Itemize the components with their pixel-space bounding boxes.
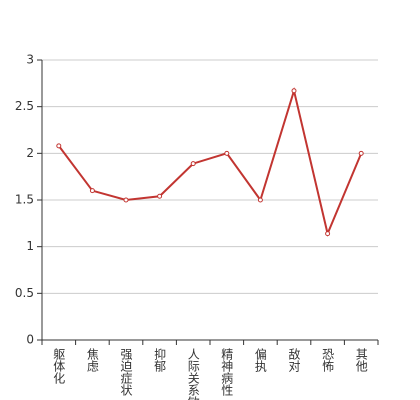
x-tick-label: 抑郁	[153, 347, 167, 373]
point	[89, 188, 95, 194]
x-tick-label: 其他	[354, 348, 368, 372]
point	[325, 231, 331, 237]
x-tick-label: 偏执	[253, 347, 267, 373]
point	[123, 197, 129, 203]
point	[56, 143, 62, 149]
y-tick-label: 2.5	[15, 99, 34, 113]
point	[291, 88, 297, 94]
y-tick-label: 1.5	[15, 193, 34, 207]
line	[58, 86, 363, 237]
x-tick-label: 恐怖	[321, 348, 335, 372]
point	[157, 193, 163, 199]
point	[257, 197, 263, 203]
x-tick-label: 焦虑	[85, 348, 99, 372]
point	[358, 150, 364, 156]
y-tick-label: 0	[26, 333, 34, 347]
y-tick-label: 1	[26, 239, 34, 253]
x-tick-label: 强迫症状	[119, 348, 133, 396]
y-tick-label: 2	[26, 146, 34, 160]
point	[224, 150, 230, 156]
x-tick-label: 精神病性	[220, 348, 234, 397]
x-tick-label: 躯体化	[52, 347, 66, 385]
y-tick-label: 3	[26, 53, 34, 67]
x-tick-label: 敌对	[287, 347, 301, 372]
point	[190, 161, 196, 167]
y-tick-label: 0.5	[15, 286, 34, 300]
x-tick-label: 人际关系敏感	[186, 348, 200, 400]
